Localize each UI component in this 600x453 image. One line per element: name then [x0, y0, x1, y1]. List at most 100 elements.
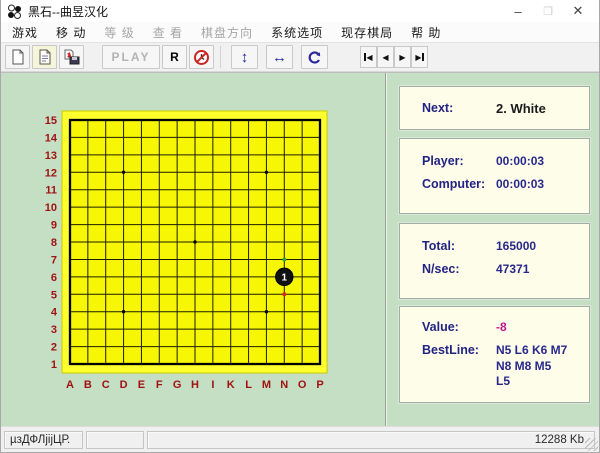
- next-move-arrow-icon: ▶: [399, 52, 406, 62]
- play-button[interactable]: PLAY: [102, 45, 160, 69]
- close-button[interactable]: ✕: [572, 3, 584, 18]
- svg-text:P: P: [316, 379, 323, 391]
- player-time-label: Player:: [422, 154, 464, 168]
- svg-text:O: O: [298, 379, 307, 391]
- last-move-arrow-icon: ▶: [415, 52, 422, 62]
- save-game-button[interactable]: [59, 45, 84, 69]
- flip-horizontal-button[interactable]: ↔: [266, 45, 293, 69]
- total-nodes-label: Total:: [422, 239, 456, 253]
- svg-text:C: C: [102, 379, 110, 391]
- menu-bar: 游戏 移 动 等 级 查 看 棋盘方向 系统选项 现存棋局 帮 助: [1, 22, 599, 43]
- evaluation-panel: Value: -8 BestLine: N5 L6 K6 M7 N8 M8 M5…: [399, 306, 590, 403]
- menu-saved-games[interactable]: 现存棋局: [341, 25, 394, 40]
- toolbar-separator: [220, 46, 221, 68]
- next-label: Next:: [422, 101, 454, 115]
- redo-button[interactable]: R: [162, 45, 187, 69]
- computer-time-label: Computer:: [422, 177, 486, 191]
- svg-text:14: 14: [45, 132, 58, 144]
- value-value: -8: [496, 320, 507, 334]
- new-game-button[interactable]: [5, 45, 30, 69]
- first-move-button[interactable]: ◀: [360, 46, 377, 68]
- svg-text:11: 11: [45, 185, 57, 197]
- vertical-arrows-icon: ↕: [240, 48, 249, 66]
- svg-text:K: K: [227, 379, 235, 391]
- bestline-label: BestLine:: [422, 343, 479, 357]
- next-move-panel: Next: 2. White: [399, 86, 590, 130]
- svg-text:1: 1: [282, 272, 288, 283]
- status-message-cell: µзДФЛjijЦР.: [4, 431, 83, 449]
- save-file-icon: [64, 49, 79, 65]
- svg-text:F: F: [156, 379, 163, 391]
- panel-divider: [385, 73, 387, 426]
- minimize-button[interactable]: –: [514, 3, 522, 19]
- svg-text:A: A: [66, 379, 74, 391]
- computer-time-value: 00:00:03: [496, 177, 545, 191]
- last-move-bar-icon: [421, 53, 424, 61]
- svg-text:12: 12: [45, 167, 57, 179]
- open-game-button[interactable]: [32, 45, 57, 69]
- menu-system-options[interactable]: 系统选项: [271, 25, 324, 40]
- svg-text:I: I: [211, 379, 214, 391]
- main-area: 15 14 13 12 11 10 9 8 7 6 5 4 3 2 1 A B C D E F G H I K L M N O P 1 Ne…: [1, 72, 599, 426]
- menu-help[interactable]: 帮 助: [411, 25, 442, 40]
- title-bar: 黑石--曲昱汉化 – ❒ ✕: [1, 0, 599, 22]
- total-nodes-value: 165000: [496, 239, 537, 253]
- menu-game[interactable]: 游戏: [12, 25, 39, 40]
- svg-text:B: B: [84, 379, 92, 391]
- svg-text:1: 1: [51, 359, 57, 371]
- horizontal-arrows-icon: ↔: [272, 48, 287, 66]
- svg-text:15: 15: [45, 115, 57, 127]
- flip-vertical-button[interactable]: ↕: [231, 45, 258, 69]
- time-panel: Player: 00:00:03 Computer: 00:00:03: [399, 138, 590, 214]
- previous-move-button[interactable]: ◀: [377, 46, 394, 68]
- no-think-icon: [194, 49, 209, 65]
- resize-grip[interactable]: [585, 438, 598, 451]
- search-stats-panel: Total: 165000 N/sec: 47371: [399, 223, 590, 299]
- toolbar: PLAY R ↕ ↔ ◀ ◀ ▶ ▶: [1, 43, 599, 72]
- svg-text:7: 7: [51, 254, 57, 266]
- nodes-per-sec-value: 47371: [496, 262, 530, 276]
- status-empty-cell: [86, 431, 144, 449]
- svg-text:N: N: [280, 379, 288, 391]
- nodes-per-sec-label: N/sec:: [422, 262, 460, 276]
- first-move-arrow-icon: ◀: [366, 52, 373, 62]
- menu-level: 等 级: [104, 25, 135, 40]
- status-memory-cell: 12288 Kb: [147, 431, 595, 449]
- status-bar: µзДФЛjijЦР. 12288 Kb: [1, 426, 599, 452]
- rotate-icon: [308, 50, 321, 64]
- svg-text:3: 3: [51, 324, 57, 336]
- stop-thinking-button[interactable]: [189, 45, 214, 69]
- last-move-button[interactable]: ▶: [411, 46, 428, 68]
- svg-text:L: L: [245, 379, 252, 391]
- player-time-value: 00:00:03: [496, 154, 545, 168]
- new-file-icon: [12, 49, 23, 65]
- svg-text:9: 9: [51, 220, 57, 232]
- svg-text:4: 4: [51, 307, 58, 319]
- bestline-value: N5 L6 K6 M7 N8 M8 M5 L5: [496, 343, 568, 389]
- svg-text:6: 6: [51, 272, 57, 284]
- next-move-button[interactable]: ▶: [394, 46, 411, 68]
- maximize-button[interactable]: ❒: [543, 5, 553, 18]
- menu-move[interactable]: 移 动: [56, 25, 87, 40]
- next-value: 2. White: [496, 100, 546, 116]
- svg-text:13: 13: [45, 150, 57, 162]
- svg-text:10: 10: [45, 202, 57, 214]
- value-label: Value:: [422, 320, 459, 334]
- menu-board-direction: 棋盘方向: [201, 25, 254, 40]
- previous-move-arrow-icon: ◀: [382, 52, 389, 62]
- app-icon: [8, 4, 21, 19]
- first-move-bar-icon: [364, 53, 367, 61]
- svg-text:E: E: [138, 379, 145, 391]
- open-file-icon: [39, 49, 50, 65]
- window-title: 黑石--曲昱汉化: [28, 4, 108, 19]
- rotate-board-button[interactable]: [301, 45, 328, 69]
- svg-text:2: 2: [51, 342, 57, 354]
- svg-text:G: G: [173, 379, 182, 391]
- move-navigation-group: ◀ ◀ ▶ ▶: [360, 46, 428, 68]
- svg-text:D: D: [120, 379, 128, 391]
- svg-text:5: 5: [51, 289, 57, 301]
- svg-text:M: M: [262, 379, 271, 391]
- menu-view: 查 看: [152, 25, 184, 40]
